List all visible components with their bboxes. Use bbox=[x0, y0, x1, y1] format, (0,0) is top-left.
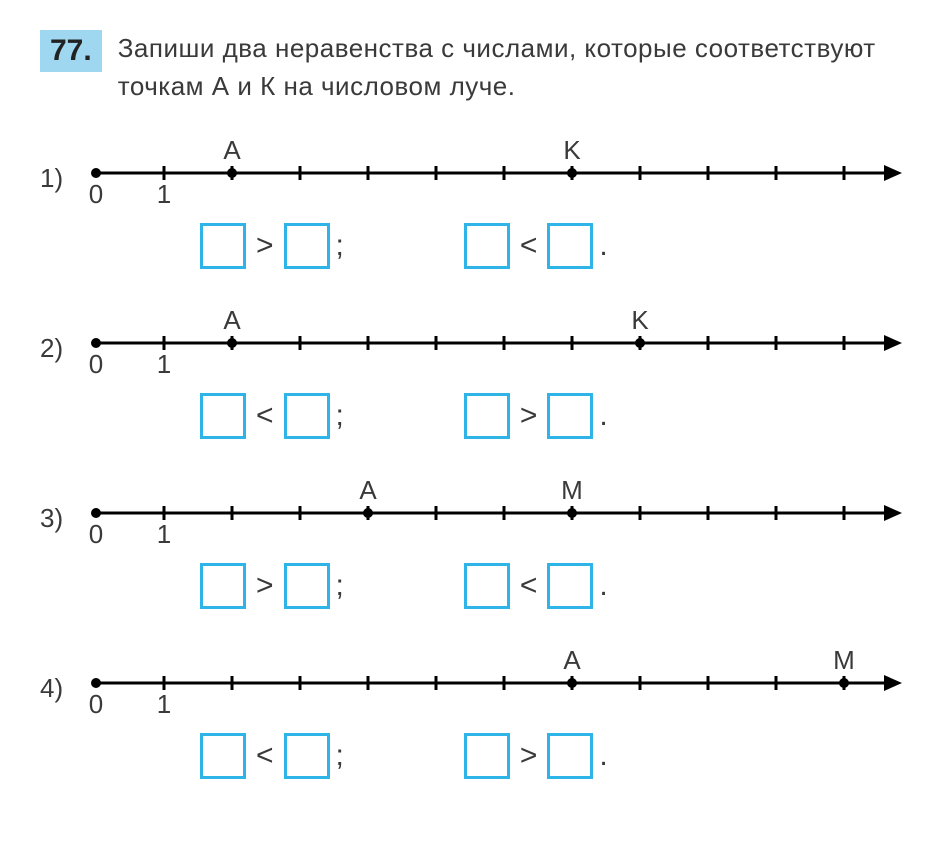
point-label: A bbox=[223, 135, 241, 165]
answer-box[interactable] bbox=[200, 393, 246, 439]
point-dot bbox=[227, 168, 237, 178]
point-label: K bbox=[563, 135, 581, 165]
point-dot bbox=[839, 678, 849, 688]
point-label: M bbox=[561, 475, 583, 505]
answer-box[interactable] bbox=[464, 393, 510, 439]
comparison-operator: > bbox=[520, 739, 538, 773]
inequality-group: >; bbox=[200, 563, 344, 609]
number-line: 0 1 A K bbox=[86, 133, 906, 213]
problem-number-badge: 77. bbox=[40, 30, 102, 72]
point-dot bbox=[635, 338, 645, 348]
answer-box[interactable] bbox=[284, 223, 330, 269]
answer-box[interactable] bbox=[284, 733, 330, 779]
problems-container: 1)01AK>;<.2)01AK<;>.3)01AM>;<.4)01AM<;>. bbox=[40, 133, 911, 779]
label-zero: 0 bbox=[89, 179, 103, 209]
answer-row: >; <. bbox=[40, 223, 911, 269]
inequality-group: >; bbox=[200, 223, 344, 269]
punctuation: ; bbox=[336, 399, 344, 433]
inequality-group: <. bbox=[464, 223, 608, 269]
answer-box[interactable] bbox=[200, 733, 246, 779]
punctuation: ; bbox=[336, 229, 344, 263]
problem: 1)0 1 A K >; <. bbox=[40, 133, 911, 269]
inequality-group: <; bbox=[200, 393, 344, 439]
label-zero: 0 bbox=[89, 519, 103, 549]
point-dot bbox=[567, 508, 577, 518]
label-one: 1 bbox=[157, 179, 171, 209]
number-line: 0 1 A M bbox=[86, 643, 906, 723]
punctuation: . bbox=[599, 399, 607, 433]
comparison-operator: < bbox=[520, 229, 538, 263]
answer-row: <; >. bbox=[40, 733, 911, 779]
problem: 3)0 1 A M >; <. bbox=[40, 473, 911, 609]
comparison-operator: > bbox=[520, 399, 538, 433]
answer-box[interactable] bbox=[464, 563, 510, 609]
point-dot bbox=[567, 168, 577, 178]
point-label: A bbox=[359, 475, 377, 505]
comparison-operator: < bbox=[520, 569, 538, 603]
comparison-operator: > bbox=[256, 569, 274, 603]
subproblem-number: 1) bbox=[40, 133, 86, 194]
comparison-operator: < bbox=[256, 399, 274, 433]
punctuation: . bbox=[599, 739, 607, 773]
point-label: A bbox=[223, 305, 241, 335]
inequality-group: >. bbox=[464, 733, 608, 779]
answer-box[interactable] bbox=[464, 223, 510, 269]
answer-box[interactable] bbox=[547, 393, 593, 439]
answer-box[interactable] bbox=[284, 563, 330, 609]
punctuation: ; bbox=[336, 569, 344, 603]
inequality-group: <; bbox=[200, 733, 344, 779]
punctuation: . bbox=[599, 569, 607, 603]
point-dot bbox=[363, 508, 373, 518]
answer-box[interactable] bbox=[547, 223, 593, 269]
number-line: 0 1 A M bbox=[86, 473, 906, 553]
point-label: A bbox=[563, 645, 581, 675]
comparison-operator: < bbox=[256, 739, 274, 773]
inequality-group: >. bbox=[464, 393, 608, 439]
problem: 2)0 1 A K <; >. bbox=[40, 303, 911, 439]
answer-box[interactable] bbox=[547, 563, 593, 609]
problem: 4)0 1 A M <; >. bbox=[40, 643, 911, 779]
label-zero: 0 bbox=[89, 689, 103, 719]
answer-box[interactable] bbox=[200, 223, 246, 269]
number-line: 0 1 A K bbox=[86, 303, 906, 383]
subproblem-number: 2) bbox=[40, 303, 86, 364]
point-label: K bbox=[631, 305, 649, 335]
answer-box[interactable] bbox=[200, 563, 246, 609]
label-one: 1 bbox=[157, 519, 171, 549]
label-zero: 0 bbox=[89, 349, 103, 379]
comparison-operator: > bbox=[256, 229, 274, 263]
point-dot bbox=[227, 338, 237, 348]
answer-box[interactable] bbox=[547, 733, 593, 779]
answer-box[interactable] bbox=[464, 733, 510, 779]
point-label: M bbox=[833, 645, 855, 675]
header: 77. Запиши два неравенства с числами, ко… bbox=[40, 30, 911, 105]
inequality-group: <. bbox=[464, 563, 608, 609]
punctuation: ; bbox=[336, 739, 344, 773]
problem-prompt: Запиши два неравенства с числами, которы… bbox=[118, 30, 898, 105]
label-one: 1 bbox=[157, 349, 171, 379]
punctuation: . bbox=[599, 229, 607, 263]
point-dot bbox=[567, 678, 577, 688]
subproblem-number: 4) bbox=[40, 643, 86, 704]
answer-box[interactable] bbox=[284, 393, 330, 439]
subproblem-number: 3) bbox=[40, 473, 86, 534]
answer-row: >; <. bbox=[40, 563, 911, 609]
label-one: 1 bbox=[157, 689, 171, 719]
answer-row: <; >. bbox=[40, 393, 911, 439]
